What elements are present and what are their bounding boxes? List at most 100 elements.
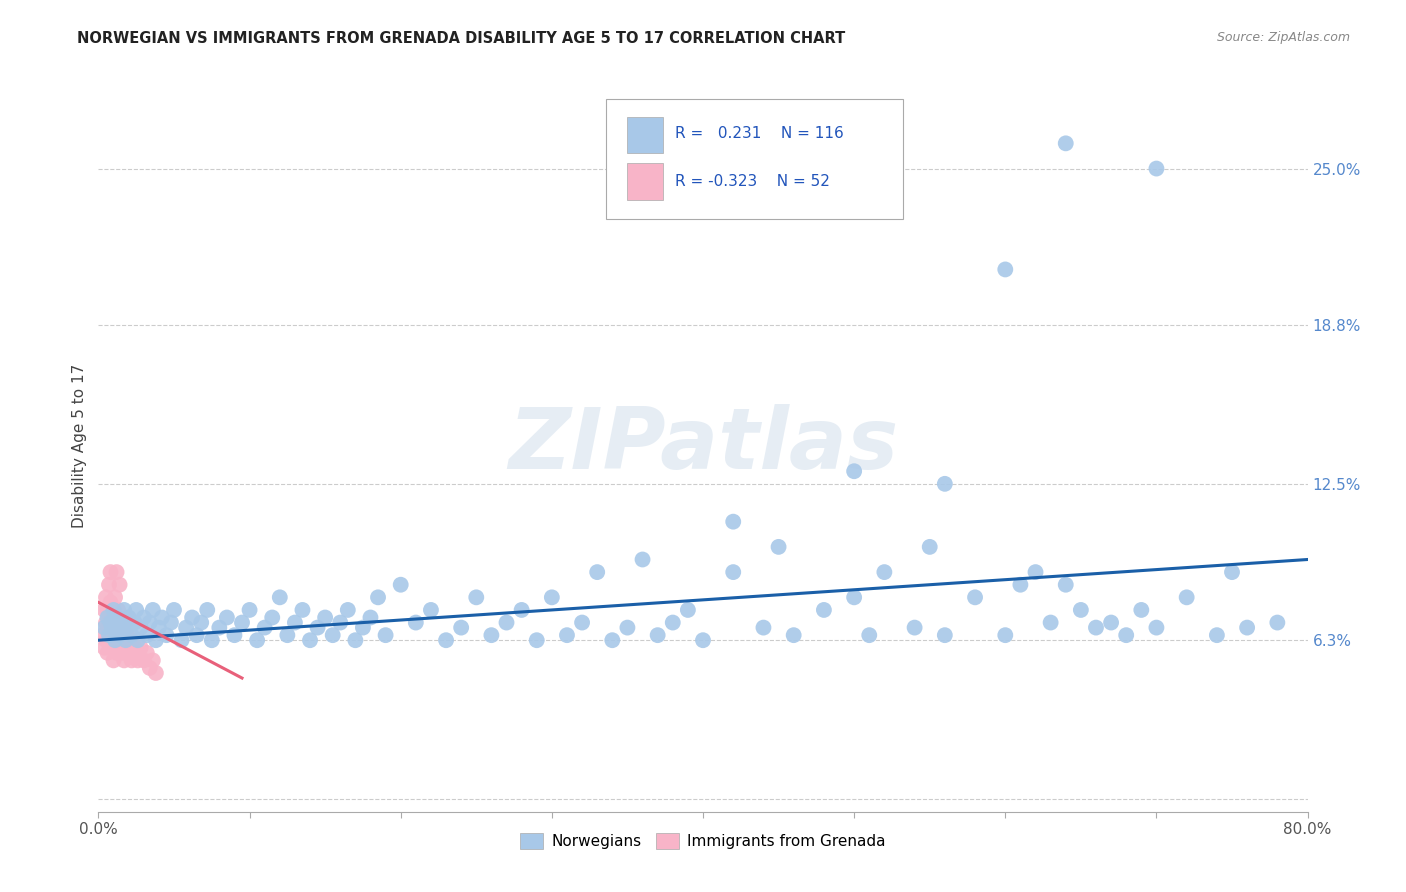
Point bbox=[1206, 628, 1229, 642]
Point bbox=[142, 603, 165, 617]
Point bbox=[101, 610, 124, 624]
Point bbox=[108, 578, 131, 592]
Point bbox=[1054, 136, 1077, 151]
Point bbox=[129, 640, 152, 655]
Point bbox=[367, 591, 389, 605]
Point bbox=[155, 628, 177, 642]
Point bbox=[195, 603, 218, 617]
Point bbox=[110, 621, 132, 635]
Point bbox=[1085, 621, 1108, 635]
Point bbox=[145, 665, 167, 680]
Text: R = -0.323    N = 52: R = -0.323 N = 52 bbox=[675, 174, 830, 189]
Point bbox=[224, 628, 246, 642]
Point bbox=[215, 610, 238, 624]
Point bbox=[602, 633, 624, 648]
Point bbox=[96, 621, 118, 635]
Point bbox=[100, 595, 122, 609]
Point bbox=[186, 628, 208, 642]
Point bbox=[103, 621, 125, 635]
Point bbox=[307, 621, 329, 635]
Point bbox=[107, 628, 129, 642]
Point bbox=[768, 540, 790, 554]
Point bbox=[208, 621, 231, 635]
Point bbox=[344, 633, 367, 648]
Point bbox=[571, 615, 593, 630]
Point bbox=[115, 628, 138, 642]
Point bbox=[121, 628, 143, 642]
Point bbox=[374, 628, 396, 642]
Point bbox=[1144, 161, 1167, 176]
Point bbox=[139, 661, 162, 675]
Legend: Norwegians, Immigrants from Grenada: Norwegians, Immigrants from Grenada bbox=[515, 827, 891, 855]
Point bbox=[91, 628, 114, 642]
Point bbox=[1039, 615, 1062, 630]
Point bbox=[904, 621, 927, 635]
Point bbox=[94, 591, 117, 605]
Point bbox=[101, 621, 124, 635]
Point bbox=[110, 610, 132, 624]
Y-axis label: Disability Age 5 to 17: Disability Age 5 to 17 bbox=[72, 364, 87, 528]
Point bbox=[114, 615, 136, 630]
Point bbox=[110, 633, 132, 648]
Point bbox=[1236, 621, 1258, 635]
Point bbox=[98, 628, 121, 642]
Point bbox=[124, 615, 146, 630]
Point bbox=[284, 615, 307, 630]
Point bbox=[105, 646, 128, 660]
Point bbox=[105, 565, 128, 579]
Point bbox=[148, 621, 170, 635]
Point bbox=[115, 621, 138, 635]
Point bbox=[104, 591, 127, 605]
Point bbox=[107, 610, 129, 624]
Point bbox=[135, 646, 157, 660]
Point bbox=[93, 621, 115, 635]
Point bbox=[752, 621, 775, 635]
Point bbox=[104, 633, 127, 648]
Point bbox=[918, 540, 941, 554]
Point bbox=[631, 552, 654, 566]
Point bbox=[201, 633, 224, 648]
Point bbox=[1267, 615, 1289, 630]
Point bbox=[1220, 565, 1243, 579]
Point bbox=[104, 633, 127, 648]
Point bbox=[586, 565, 609, 579]
Point bbox=[1070, 603, 1092, 617]
Text: R =   0.231    N = 116: R = 0.231 N = 116 bbox=[675, 126, 844, 141]
Point bbox=[1054, 578, 1077, 592]
Point bbox=[174, 621, 197, 635]
Point bbox=[1010, 578, 1032, 592]
Point bbox=[291, 603, 314, 617]
Point bbox=[1144, 621, 1167, 635]
Point bbox=[873, 565, 896, 579]
Point bbox=[1175, 591, 1198, 605]
Point bbox=[692, 633, 714, 648]
Point bbox=[101, 628, 124, 642]
Point bbox=[93, 640, 115, 655]
Point bbox=[118, 610, 141, 624]
Point bbox=[100, 615, 122, 630]
Point bbox=[844, 591, 866, 605]
Point bbox=[661, 615, 683, 630]
Point bbox=[647, 628, 669, 642]
Point bbox=[139, 615, 162, 630]
Point bbox=[121, 633, 143, 648]
Point bbox=[125, 646, 148, 660]
Point bbox=[314, 610, 336, 624]
Point bbox=[858, 628, 880, 642]
Point bbox=[336, 603, 359, 617]
Point bbox=[111, 646, 134, 660]
Point bbox=[127, 653, 149, 667]
Point bbox=[98, 578, 121, 592]
Point bbox=[105, 615, 128, 630]
Point bbox=[163, 603, 186, 617]
Point bbox=[616, 621, 638, 635]
Point bbox=[813, 603, 835, 617]
Point bbox=[231, 615, 253, 630]
Point bbox=[96, 603, 118, 617]
Point bbox=[118, 610, 141, 624]
Point bbox=[105, 615, 128, 630]
Point bbox=[170, 633, 193, 648]
Point bbox=[100, 633, 122, 648]
Point bbox=[352, 621, 374, 635]
Point bbox=[103, 653, 125, 667]
